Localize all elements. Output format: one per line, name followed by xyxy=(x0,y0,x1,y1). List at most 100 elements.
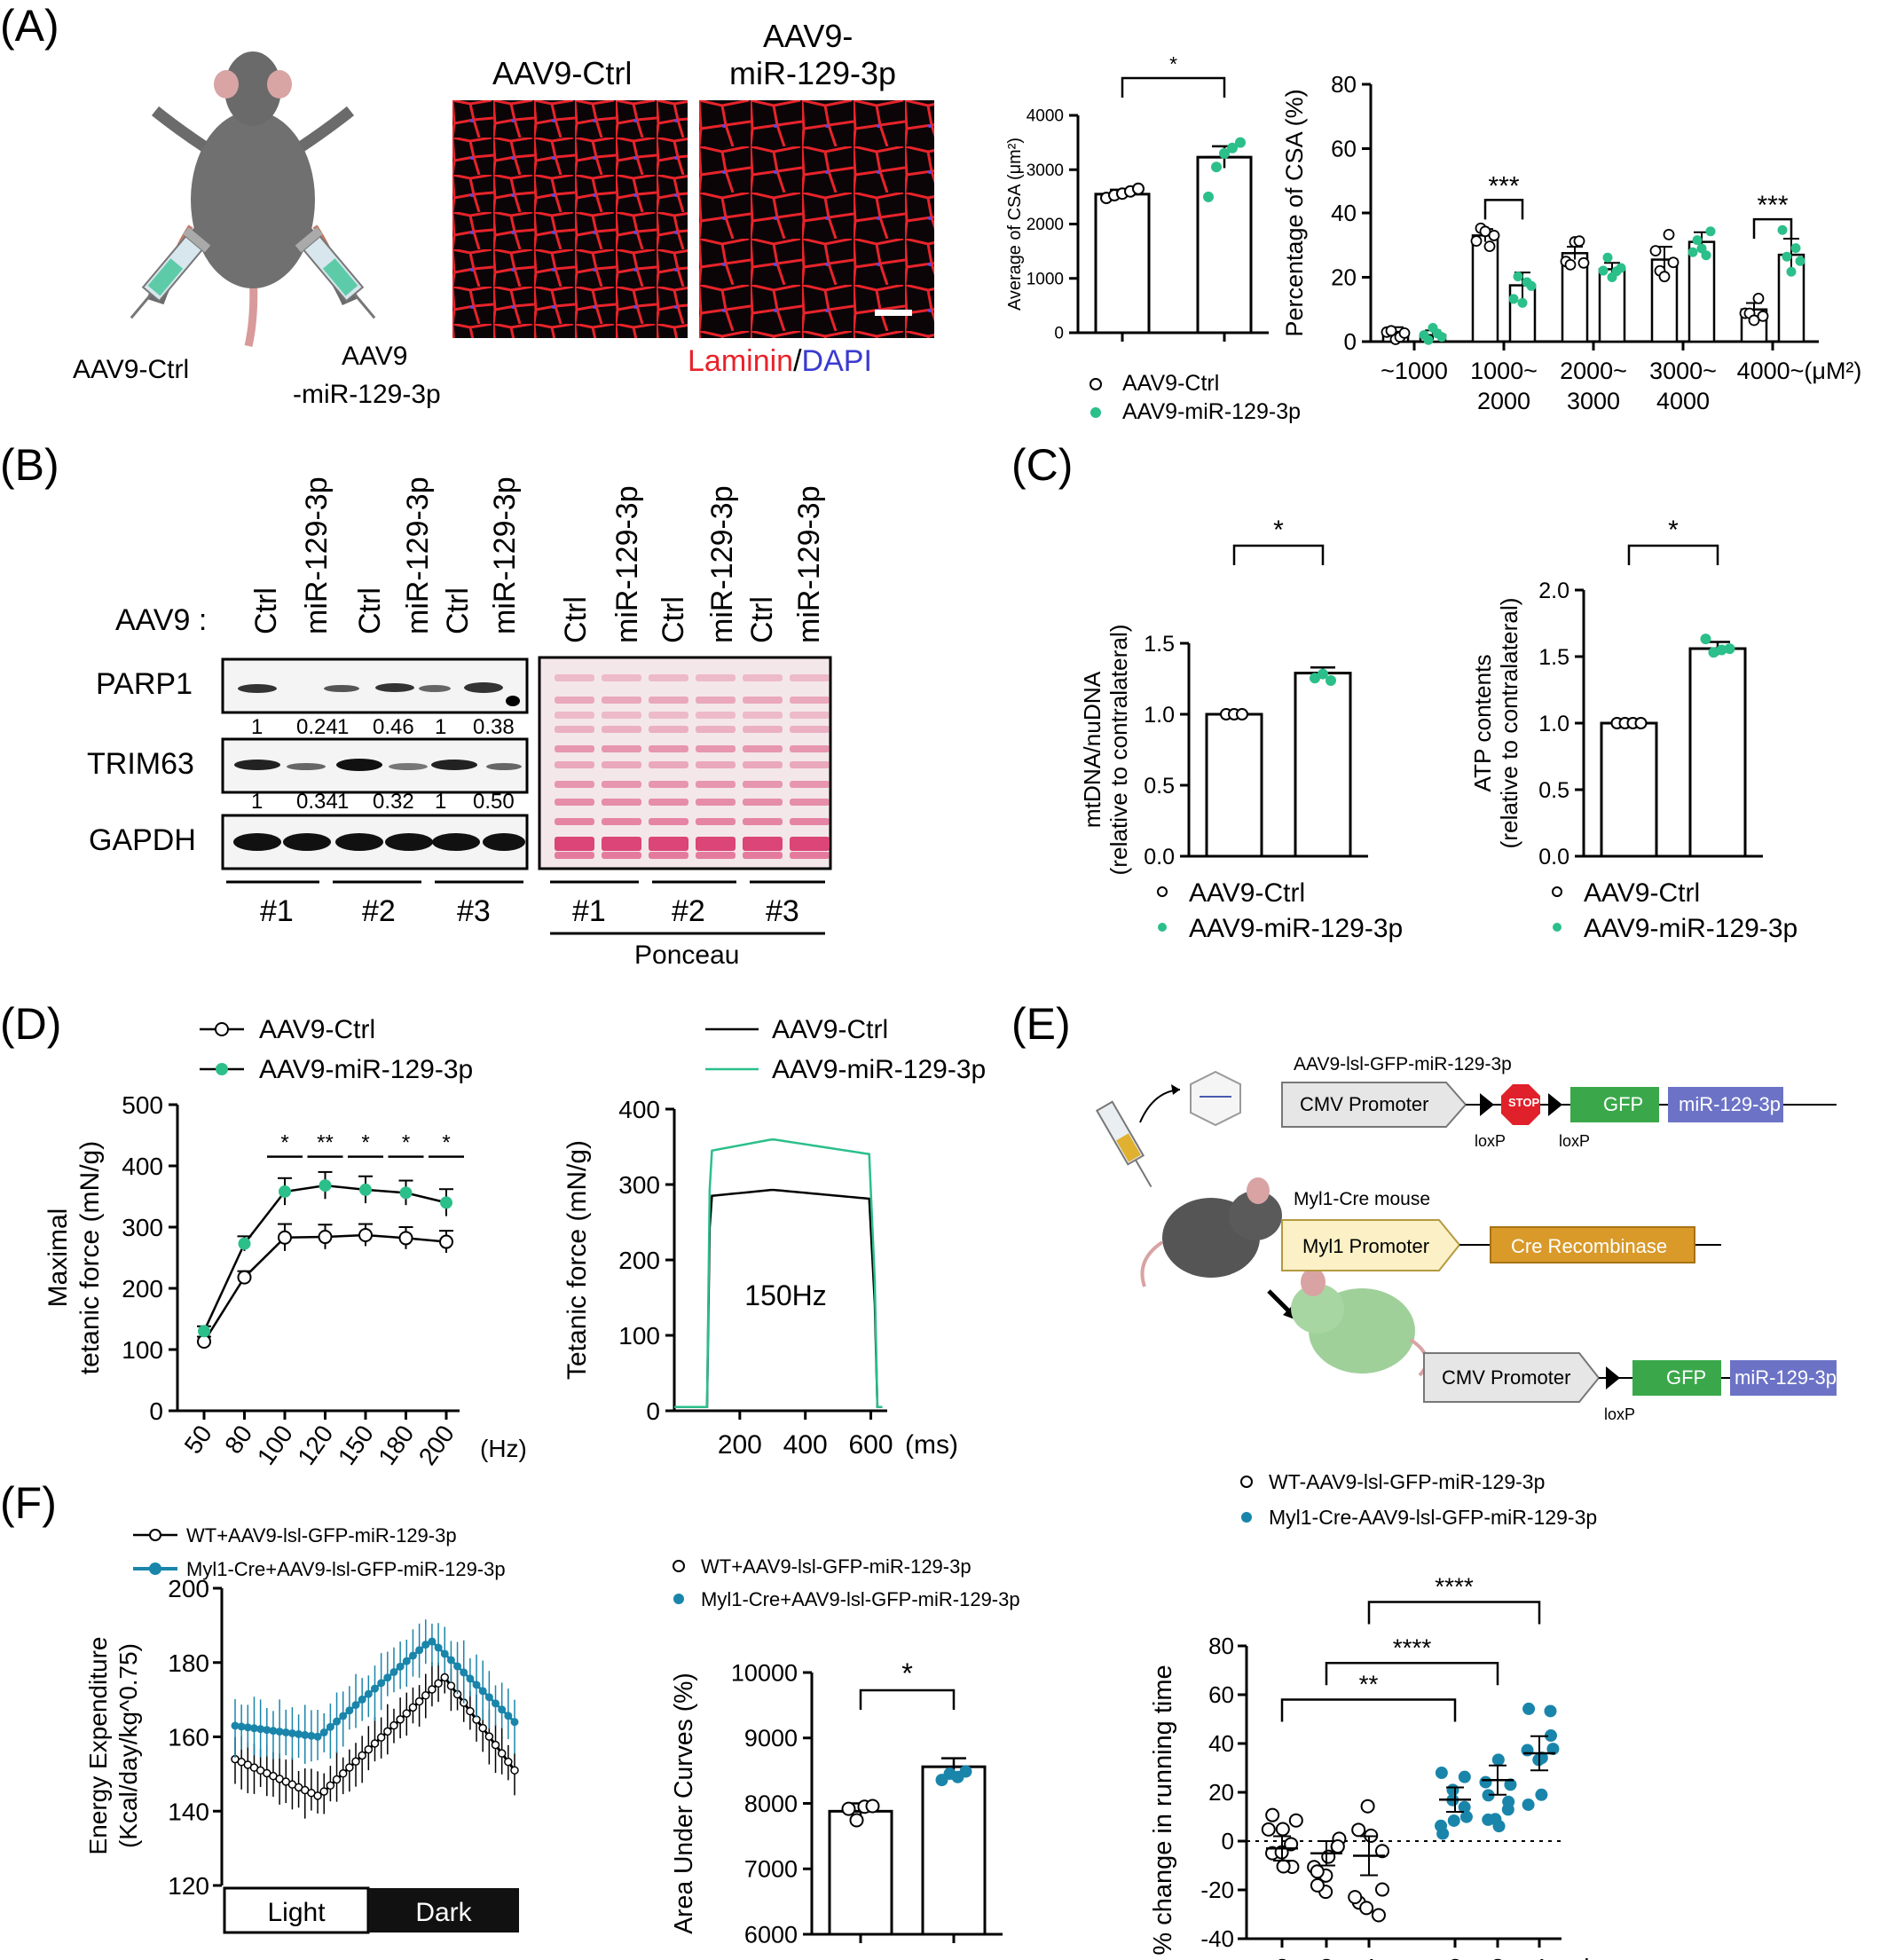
ponceau-band xyxy=(790,818,830,825)
blot-label-trim63: TRIM63 xyxy=(87,747,194,781)
data-point xyxy=(1483,240,1496,253)
y-tick-label: 2000 xyxy=(1027,216,1064,234)
parp1-quant-value: 1 xyxy=(435,715,447,739)
data-point xyxy=(318,1230,333,1245)
data-point xyxy=(396,1715,405,1724)
data-point xyxy=(460,1668,468,1677)
significance-label: **** xyxy=(1435,1573,1474,1601)
ponceau-band xyxy=(743,761,783,768)
ponceau-band xyxy=(790,837,830,851)
y-tick-label: -40 xyxy=(1200,1925,1234,1952)
significance-label: * xyxy=(402,1131,410,1155)
ponceau-band xyxy=(696,712,736,719)
legend-marker-mir xyxy=(1158,923,1167,932)
panel-label-b: (B) xyxy=(0,440,59,490)
significance-bracket xyxy=(1280,1698,1457,1722)
significance-bracket xyxy=(1232,544,1325,565)
ponceau-band xyxy=(790,799,830,806)
data-point xyxy=(1435,1767,1448,1780)
data-point xyxy=(402,1709,412,1718)
significance-label: *** xyxy=(1488,171,1519,201)
y-tick-label: 1.5 xyxy=(1144,632,1175,657)
ponceau-band xyxy=(790,745,830,752)
trim63-quant-value: 1 xyxy=(435,790,447,814)
y-tick-label: 0 xyxy=(1222,1828,1234,1854)
mouse-injection-illustration xyxy=(130,51,376,348)
data-point xyxy=(287,1729,296,1738)
ponceau-band xyxy=(555,837,594,851)
data-point xyxy=(1330,1839,1345,1854)
x-tick-label: 50 xyxy=(179,1421,217,1459)
ponceau-band xyxy=(790,712,830,719)
significance-label: *** xyxy=(1757,191,1788,220)
data-point xyxy=(313,1732,322,1741)
significance-label: * xyxy=(901,1657,913,1689)
data-point xyxy=(1348,1890,1363,1905)
x-tick-label: 200 xyxy=(718,1430,762,1460)
y-tick-label: -20 xyxy=(1200,1877,1234,1903)
y-axis-label: % change in running time xyxy=(1149,1665,1177,1955)
y-tick-label: 0.5 xyxy=(1144,774,1175,799)
data-point xyxy=(313,1791,322,1800)
y-tick-label: 6000 xyxy=(744,1921,798,1948)
parp1-quant-value: 0.38 xyxy=(473,715,515,739)
ponceau-band xyxy=(649,745,688,752)
data-point xyxy=(421,1641,430,1649)
data-point xyxy=(402,1657,411,1665)
x-tick-label: 180 xyxy=(373,1421,419,1470)
ponceau-band xyxy=(602,818,641,825)
ponceau-band xyxy=(602,726,641,733)
y-tick-label: 400 xyxy=(122,1153,163,1180)
y-axis-label: Energy Expenditure (Kcal/day/kg^0.75) xyxy=(84,1637,142,1855)
x-tick-label: 1000~ xyxy=(1470,358,1538,384)
stain-slash: / xyxy=(793,344,802,378)
ponceau-band xyxy=(649,837,688,851)
legend-label-ctrl: AAV9-Ctrl xyxy=(772,1015,888,1044)
data-point xyxy=(1479,1775,1492,1789)
data-point xyxy=(510,1766,519,1775)
western-group-1: #1 xyxy=(260,894,294,928)
data-point xyxy=(326,1781,335,1791)
lane-label-western: Ctrl xyxy=(249,587,283,634)
bar xyxy=(1294,672,1352,858)
legend-label-wt: WT-AAV9-lsl-GFP-miR-129-3p xyxy=(1269,1470,1545,1493)
bar xyxy=(1094,193,1151,335)
chart-energy-expenditure: 120 140 160 180 200 Energy Expenditure (Kcal/d… xyxy=(84,1524,519,1934)
chart-running-time: -40 -20 0 20 40 60 80 % change in running time 2… xyxy=(1149,1470,1609,1960)
ponceau-group-3: #3 xyxy=(766,894,799,928)
bar xyxy=(1687,240,1716,343)
data-point xyxy=(1757,310,1769,322)
significance-bracket xyxy=(859,1688,956,1710)
legend-marker-ctrl xyxy=(1157,886,1168,897)
ponceau-band xyxy=(649,712,688,719)
legend-marker-ctrl xyxy=(215,1022,229,1036)
data-point xyxy=(1458,1770,1471,1783)
western-group-underlines xyxy=(226,880,523,884)
legend-label-cre: Myl1-Cre+AAV9-lsl-GFP-miR-129-3p xyxy=(701,1588,1020,1610)
significance-bracket xyxy=(1752,217,1793,240)
data-point xyxy=(1663,228,1675,240)
trim63-quant-value: 0.50 xyxy=(473,790,515,814)
construct2-cre: Cre Recombinase xyxy=(1511,1235,1668,1257)
y-tick-label: 500 xyxy=(122,1091,163,1119)
data-point xyxy=(1522,1798,1535,1811)
data-point xyxy=(1564,258,1577,271)
data-point xyxy=(1517,297,1528,308)
legend-marker-wt xyxy=(673,1560,685,1572)
panel-a-legend-mir: AAV9-miR-129-3p xyxy=(1122,399,1302,424)
data-point xyxy=(237,1270,252,1285)
y-tick-label: 0.0 xyxy=(1538,845,1569,870)
parp1-quant-value: 0.24 xyxy=(296,715,338,739)
data-point xyxy=(428,1637,437,1646)
legend-label-ctrl: AAV9-Ctrl xyxy=(259,1015,375,1044)
y-tick-label: 200 xyxy=(618,1247,660,1274)
construct2-myl1: Myl1 Promoter xyxy=(1302,1235,1430,1257)
data-point xyxy=(1782,251,1792,262)
construct1-mir: miR-129-3p xyxy=(1679,1093,1781,1115)
data-point xyxy=(301,1730,310,1739)
legend-marker-cre xyxy=(149,1562,161,1575)
y-tick-label: 4000 xyxy=(1027,107,1064,126)
trim63-quant-value: 1 xyxy=(251,790,264,814)
x-tick-label: 400 xyxy=(783,1430,828,1460)
parp1-quant-value: 0.46 xyxy=(373,715,414,739)
